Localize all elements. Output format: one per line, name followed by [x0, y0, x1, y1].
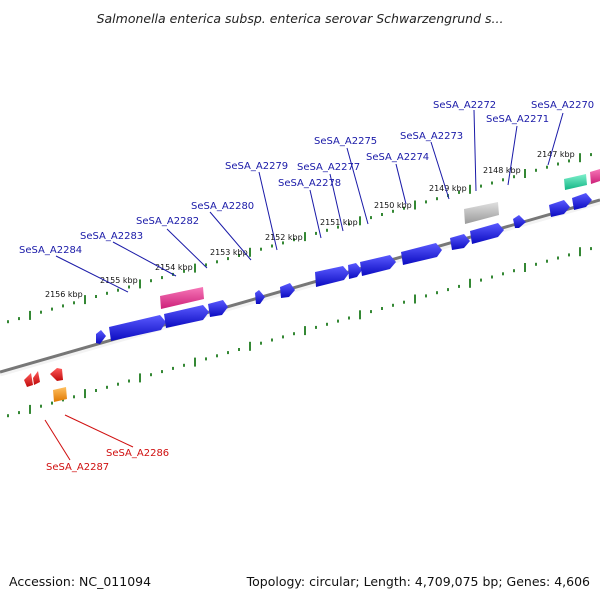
reverse-strand-features: [24, 368, 67, 402]
tick-label-2150: 2150 kbp: [374, 201, 412, 210]
tick-label-2148: 2148 kbp: [483, 166, 521, 175]
cds-feature[interactable]: [208, 300, 228, 317]
gene-label-sesa-a2272[interactable]: SeSA_A2272: [433, 100, 496, 111]
gene-label-sesa-a2278[interactable]: SeSA_A2278: [278, 178, 341, 189]
gene-label-sesa-a2283[interactable]: SeSA_A2283: [80, 231, 143, 242]
cds-feature[interactable]: [401, 243, 442, 265]
leader-line: [258, 171, 278, 251]
cds-feature[interactable]: [96, 330, 106, 344]
gene-label-sesa-a2275[interactable]: SeSA_A2275: [314, 136, 377, 147]
gene-label-sesa-a2277[interactable]: SeSA_A2277: [297, 162, 360, 173]
cds-feature[interactable]: [572, 193, 592, 210]
leader-line: [395, 163, 407, 205]
accession-text: Accession: NC_011094: [9, 574, 151, 589]
cds-feature[interactable]: [513, 215, 526, 228]
genome-summary-text: Topology: circular; Length: 4,709,075 bp…: [246, 574, 590, 589]
tick-label-2156: 2156 kbp: [45, 290, 83, 299]
gene-label-sesa-a2274[interactable]: SeSA_A2274: [366, 152, 429, 163]
leader-line: [64, 414, 134, 448]
leader-line: [507, 125, 518, 186]
map-title: Salmonella enterica subsp. enterica sero…: [97, 11, 504, 26]
reverse-gene-labels: SeSA_A2286 SeSA_A2287: [44, 414, 169, 473]
gene-label-sesa-a2282[interactable]: SeSA_A2282: [136, 216, 199, 227]
leader-line: [473, 109, 477, 192]
cds-feature[interactable]: [348, 263, 362, 279]
tick-ring-inner: [7, 247, 592, 418]
gene-label-sesa-a2287[interactable]: SeSA_A2287: [46, 462, 109, 473]
tick-label-2152: 2152 kbp: [265, 233, 303, 242]
cds-feature[interactable]: [255, 290, 265, 304]
gene-label-sesa-a2271[interactable]: SeSA_A2271: [486, 114, 549, 125]
forward-gene-labels: SeSA_A2270 SeSA_A2271 SeSA_A2272 SeSA_A2…: [19, 100, 594, 293]
backbone-shadow: [0, 199, 600, 377]
cds-feature[interactable]: [470, 223, 504, 244]
tick-ring-outer: [7, 153, 592, 324]
cds-feature[interactable]: [450, 234, 470, 250]
cds-feature[interactable]: [549, 200, 570, 217]
leader-line: [209, 211, 252, 261]
gene-label-sesa-a2284[interactable]: SeSA_A2284: [19, 245, 82, 256]
leader-line: [112, 241, 177, 277]
cds-feature[interactable]: [164, 305, 209, 328]
teal-feature[interactable]: [564, 174, 587, 190]
leader-line: [166, 228, 208, 269]
leader-line: [547, 112, 564, 166]
gene-label-sesa-a2286[interactable]: SeSA_A2286: [106, 448, 169, 459]
leader-line: [55, 255, 129, 293]
reverse-cds-feature[interactable]: [50, 368, 63, 381]
reverse-cds-feature[interactable]: [24, 373, 33, 387]
reverse-cds-feature[interactable]: [33, 371, 40, 385]
leader-line: [44, 419, 71, 461]
misc-feature[interactable]: [464, 202, 499, 224]
gene-label-sesa-a2279[interactable]: SeSA_A2279: [225, 161, 288, 172]
tick-labels: 2147 kbp 2148 kbp 2149 kbp 2150 kbp 2151…: [45, 150, 575, 299]
gene-label-sesa-a2273[interactable]: SeSA_A2273: [400, 131, 463, 142]
leader-line: [329, 173, 344, 232]
tick-label-2154: 2154 kbp: [155, 263, 193, 272]
gene-label-sesa-a2270[interactable]: SeSA_A2270: [531, 100, 594, 111]
orange-feature[interactable]: [53, 387, 67, 402]
leader-line: [346, 147, 369, 225]
gene-label-sesa-a2280[interactable]: SeSA_A2280: [191, 201, 254, 212]
cds-feature[interactable]: [315, 266, 349, 287]
tick-label-2155: 2155 kbp: [100, 276, 138, 285]
rna-feature[interactable]: [590, 169, 600, 184]
cds-feature[interactable]: [109, 315, 166, 341]
tick-label-2151: 2151 kbp: [320, 218, 358, 227]
tick-label-2149: 2149 kbp: [429, 184, 467, 193]
leader-line: [309, 189, 322, 239]
forward-strand-features: [96, 169, 600, 344]
cds-feature[interactable]: [280, 283, 295, 298]
rna-feature[interactable]: [160, 287, 204, 309]
leader-line: [430, 141, 450, 200]
cds-feature[interactable]: [360, 255, 396, 276]
tick-label-2147: 2147 kbp: [537, 150, 575, 159]
tick-label-2153: 2153 kbp: [210, 248, 248, 257]
genome-backbone: [0, 198, 600, 374]
